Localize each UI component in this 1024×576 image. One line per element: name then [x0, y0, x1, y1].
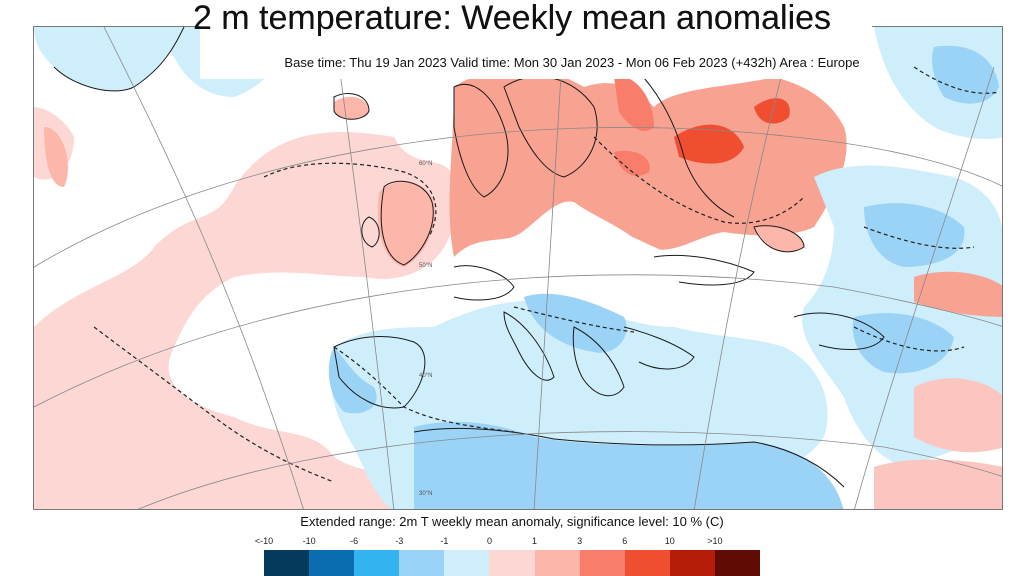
legend-label: <-10: [254, 536, 274, 546]
legend-swatch: [714, 550, 761, 576]
legend-swatch: [579, 550, 625, 576]
legend-label: 0: [486, 536, 492, 546]
title-background: [200, 26, 872, 79]
legend-label: -10: [302, 536, 316, 546]
anomaly-strong-russia-4: [754, 98, 790, 124]
lat-label-50: 50°N: [419, 263, 432, 269]
anomaly-positive-uk: [377, 181, 435, 267]
legend-labels: <-10 -10 -6 -3 -1 0 1 3 6 10 >10: [255, 536, 760, 548]
chart-title-overlay: 2 m temperature: Weekly mean anomalies: [192, 0, 832, 37]
legend-label: -6: [350, 536, 359, 546]
chart-subtitle-overlay: Base time: Thu 19 Jan 2023 Valid time: M…: [284, 55, 860, 70]
anomaly-positive-atlantic: [34, 132, 456, 509]
anomaly-map: 60°N 50°N 40°N 30°N: [33, 26, 1003, 510]
lat-label-30: 30°N: [419, 491, 432, 497]
anomaly-negative-balkans: [524, 293, 627, 353]
lat-label-60: 60°N: [419, 161, 432, 167]
anomaly-positive-black-sea: [754, 225, 804, 252]
anomaly-negative-greenland: [34, 27, 184, 91]
anomaly-positive-arabia: [874, 459, 1002, 509]
map-caption: Extended range: 2m T weekly mean anomaly…: [300, 514, 724, 529]
legend-label: >10: [707, 536, 723, 546]
significance-contours: [93, 66, 1000, 483]
legend-swatch: [669, 550, 715, 576]
legend-label: 1: [532, 536, 538, 546]
anomaly-negative-northeast-2: [932, 45, 999, 104]
legend-label: -1: [440, 536, 449, 546]
legend-swatch: [354, 550, 400, 576]
legend-swatch: [264, 550, 310, 576]
anomaly-negative-iberia: [328, 347, 377, 414]
anomaly-strong-russia-3: [674, 124, 744, 164]
legend-swatch: [399, 550, 445, 576]
anomaly-strong-russia-1: [614, 76, 654, 132]
legend-colorbar: [264, 550, 761, 576]
legend-label: 6: [622, 536, 628, 546]
legend-swatch: [624, 550, 670, 576]
anomaly-strong-russia-2: [614, 150, 650, 176]
legend-swatch: [534, 550, 580, 576]
anomaly-positive-mideast: [914, 378, 1002, 453]
anomaly-positive-greenland-south: [44, 127, 68, 187]
anomaly-positive-caucasus: [914, 271, 1002, 317]
legend-label: -3: [395, 536, 404, 546]
legend-swatch: [444, 550, 490, 576]
legend-swatch: [309, 550, 355, 576]
anomaly-negative-east-mid: [864, 203, 965, 267]
legend-label: 3: [577, 536, 583, 546]
legend-swatch: [489, 550, 535, 576]
graticule: [34, 27, 1002, 509]
lat-label-40: 40°N: [419, 373, 432, 379]
legend-label: 10: [664, 536, 675, 546]
anomaly-positive-icelandic: [334, 96, 369, 120]
anomaly-negative-caspian: [852, 313, 954, 374]
